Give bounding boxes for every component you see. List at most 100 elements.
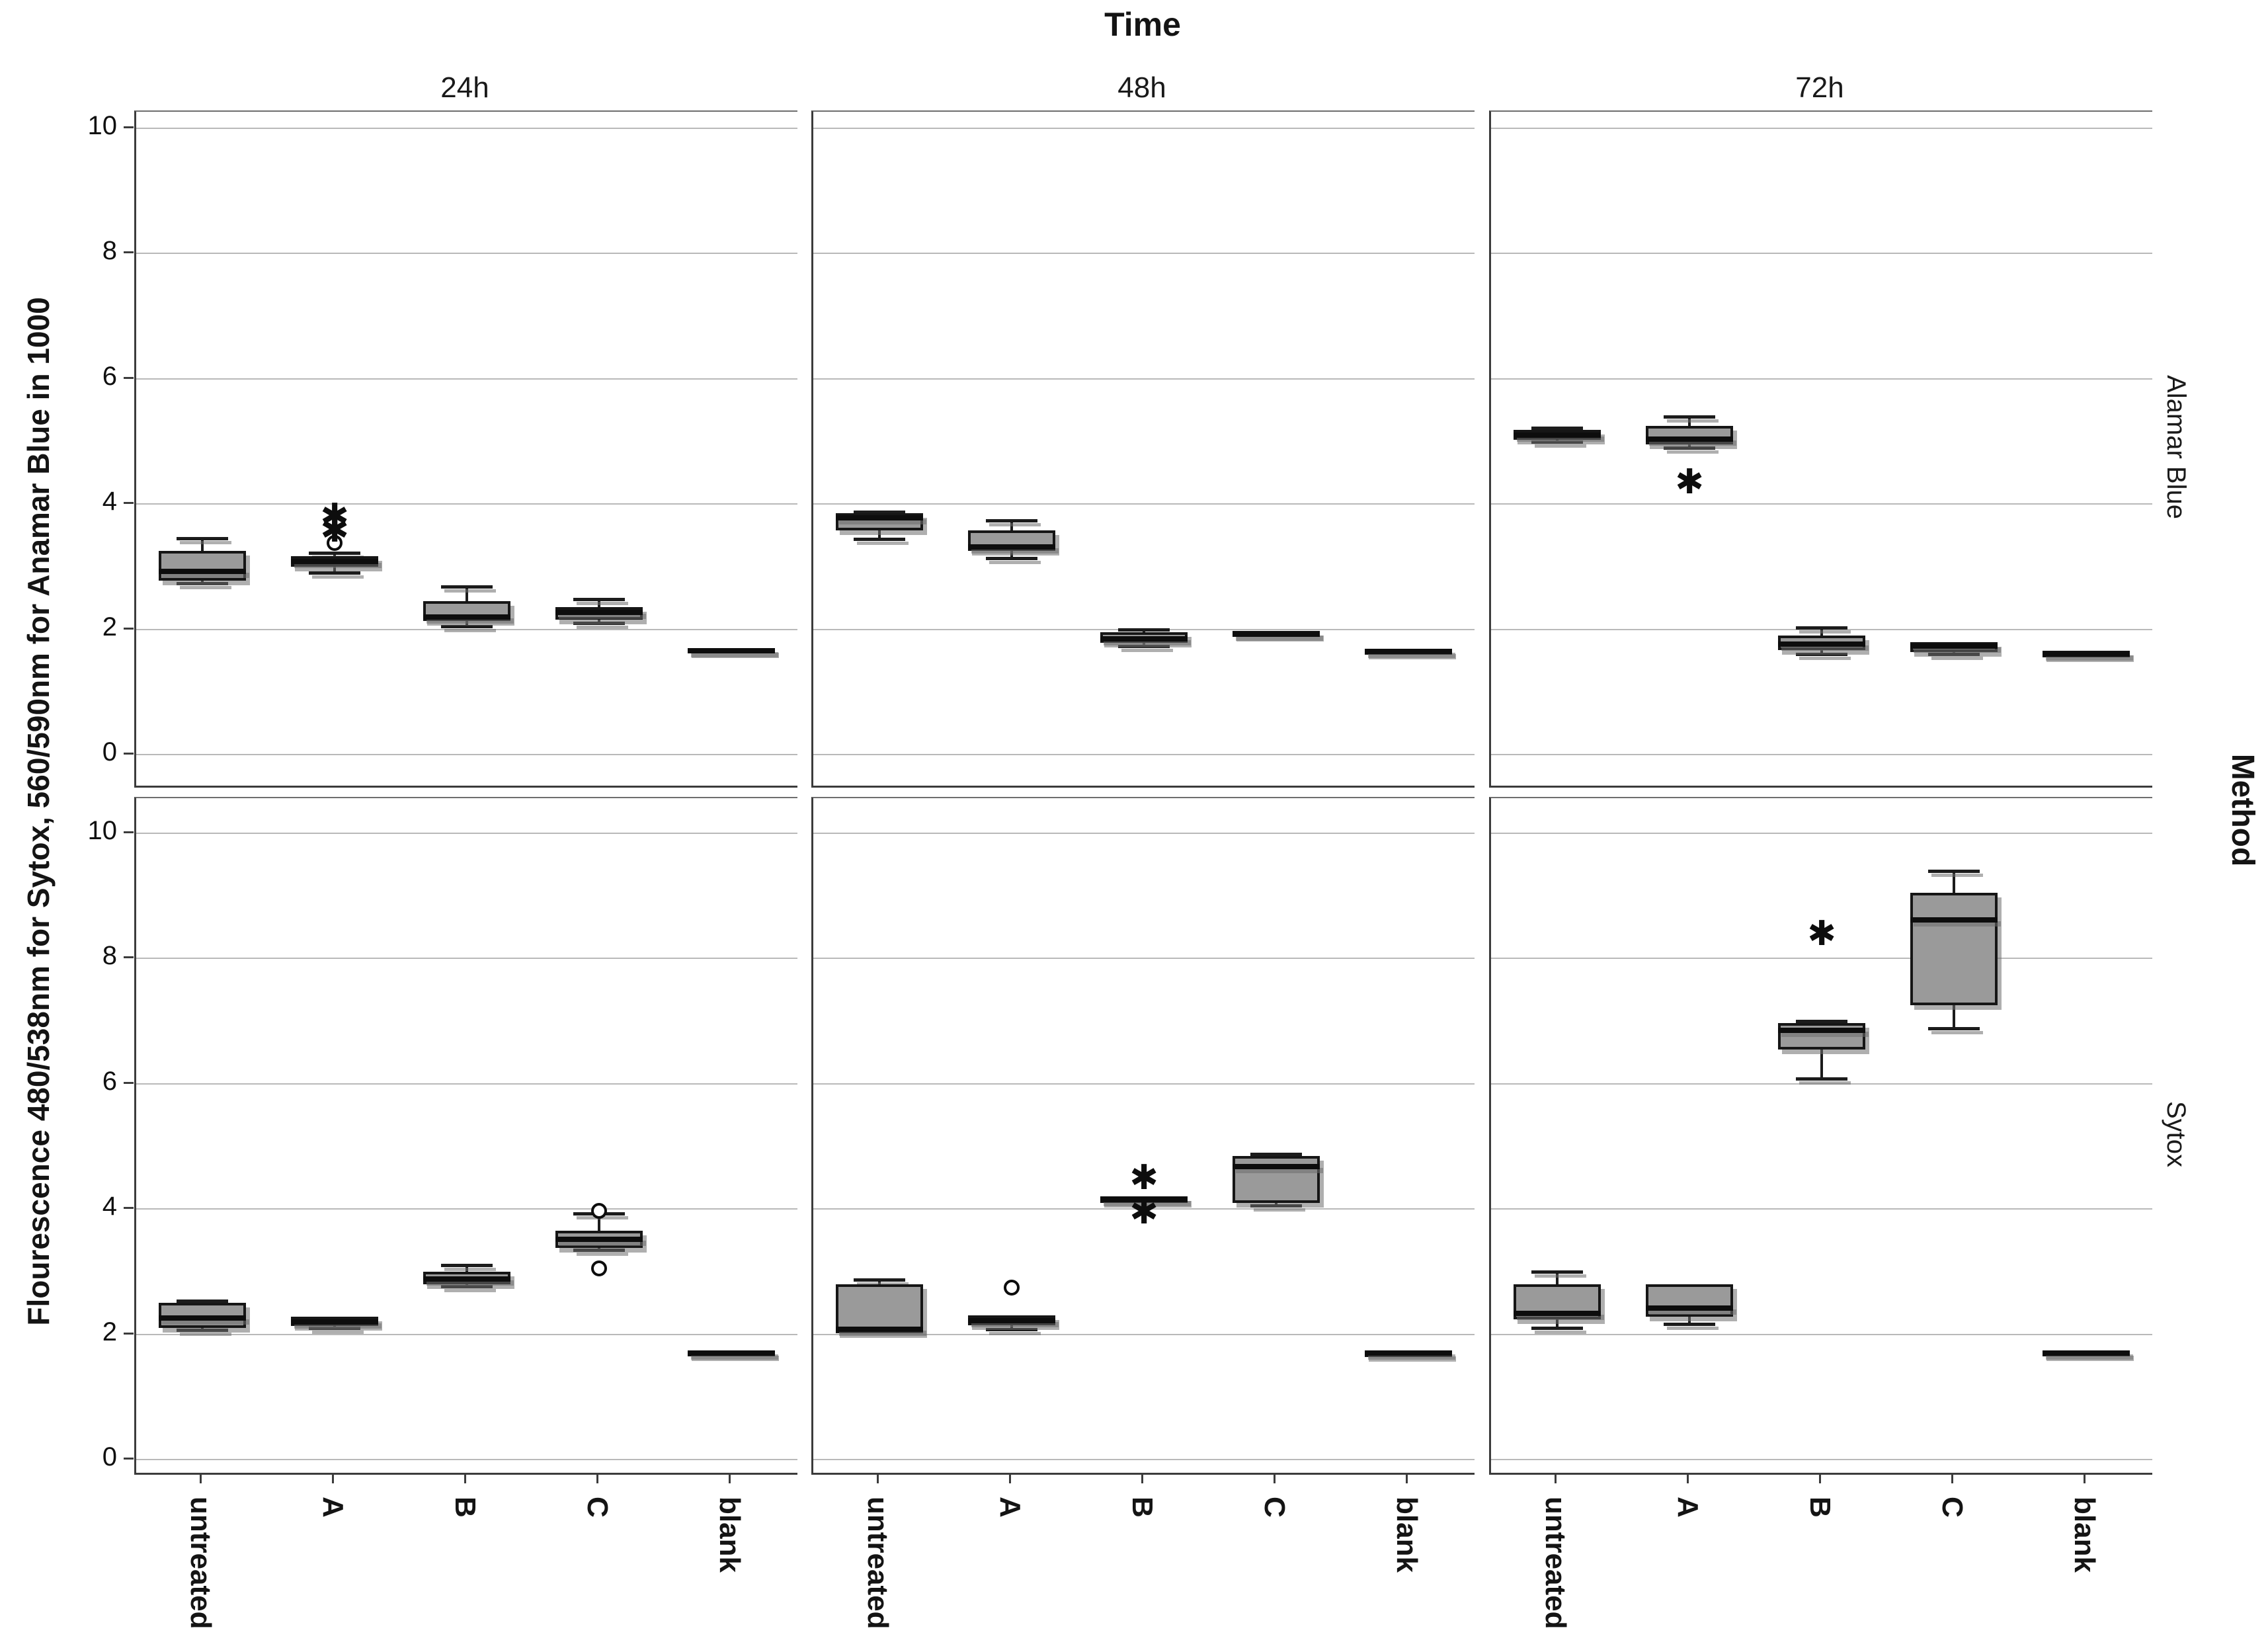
- median-line: [2043, 1350, 2130, 1356]
- x-tick-mark: [1274, 1473, 1276, 1483]
- x-category-label-blank: blank: [713, 1497, 746, 1573]
- whisker-cap: [1118, 628, 1170, 632]
- gridline: [136, 253, 797, 255]
- whisker-cap: [986, 518, 1037, 522]
- gridline: [1491, 503, 2152, 505]
- x-category-label-c: C: [1936, 1497, 1968, 1518]
- x-category-label-c: C: [581, 1497, 614, 1518]
- x-category-label-untreated: untreated: [184, 1497, 217, 1629]
- median-line: [159, 1315, 246, 1321]
- gridline: [813, 1083, 1475, 1085]
- median-line: [2043, 651, 2130, 657]
- whisker-cap: [1531, 426, 1583, 430]
- whisker-cap: [1531, 1270, 1583, 1274]
- median-line: [836, 515, 923, 521]
- median-line: [688, 647, 775, 653]
- y-tick-label: 0: [102, 737, 117, 766]
- method-outer-label: Method: [2225, 753, 2260, 867]
- whisker-cap: [1928, 1027, 1980, 1031]
- panel-48h-sytox: ✱ ✱: [811, 797, 1475, 1475]
- y-tick-mark: [124, 831, 134, 833]
- panel-72h-alamar-blue: ✱: [1489, 110, 2152, 788]
- whisker-cap: [177, 537, 228, 541]
- gridline: [1491, 378, 2152, 380]
- whisker-cap: [854, 1278, 905, 1282]
- median-line: [968, 544, 1055, 550]
- x-tick-mark: [1555, 1473, 1557, 1483]
- y-tick-mark: [124, 753, 134, 755]
- median-line: [1910, 643, 1998, 649]
- y-tick-mark: [124, 1332, 134, 1335]
- y-tick-label: 10: [87, 111, 118, 140]
- boxplot-box-c: [1910, 892, 1998, 1006]
- whisker-cap: [441, 585, 493, 589]
- x-category-label-b: B: [1126, 1497, 1158, 1518]
- x-category-label-b: B: [449, 1497, 481, 1518]
- y-tick-label: 8: [102, 236, 117, 266]
- gridline: [813, 1333, 1475, 1335]
- median-line: [423, 1276, 510, 1282]
- y-tick-label: 2: [102, 1317, 117, 1346]
- whisker-cap: [1928, 869, 1980, 873]
- median-line: [836, 1327, 923, 1333]
- y-tick-mark: [124, 1207, 134, 1210]
- whisker-cap: [573, 598, 625, 602]
- gridline: [136, 503, 797, 505]
- whisker-cap: [177, 582, 228, 586]
- x-category-label-a: A: [317, 1497, 349, 1518]
- x-category-label-blank: blank: [1391, 1497, 1423, 1573]
- boxplot-box-a: [1646, 425, 1733, 445]
- whisker: [598, 1213, 600, 1231]
- gridline: [136, 378, 797, 380]
- outlier-star-icon: ✱: [320, 497, 349, 536]
- median-line: [555, 1236, 643, 1242]
- whisker: [201, 580, 204, 584]
- gridline: [813, 378, 1475, 380]
- outlier-star-icon: ✱: [1807, 914, 1836, 953]
- whisker: [1275, 1202, 1277, 1206]
- gridline: [136, 128, 797, 129]
- whisker-cap: [177, 1328, 228, 1332]
- whisker-cap: [309, 1327, 360, 1331]
- whisker-cap: [1796, 626, 1847, 630]
- median-line: [1778, 641, 1865, 647]
- gridline: [1491, 833, 2152, 834]
- x-category-label-a: A: [994, 1497, 1026, 1518]
- outlier-star-icon: ✱: [320, 511, 349, 550]
- whisker-cap: [1250, 1204, 1302, 1208]
- panel-48h-alamar-blue: [811, 110, 1475, 788]
- whisker: [466, 587, 468, 601]
- whisker-cap: [1664, 415, 1715, 419]
- x-tick-mark: [1819, 1473, 1821, 1483]
- gridline: [813, 253, 1475, 255]
- boxplot-box-untreated: [836, 1284, 923, 1333]
- whisker: [1010, 1325, 1013, 1329]
- x-tick-mark: [1951, 1473, 1953, 1483]
- row-header-sytox: Sytox: [2162, 1100, 2191, 1168]
- whisker: [466, 621, 468, 626]
- median-line: [1646, 436, 1733, 442]
- y-tick-label: 4: [102, 487, 117, 516]
- whisker: [878, 1280, 881, 1284]
- whisker-cap: [986, 1328, 1037, 1332]
- chart-title: Time: [1104, 6, 1181, 43]
- x-category-label-blank: blank: [2068, 1497, 2101, 1573]
- y-tick-label: 6: [102, 361, 117, 391]
- whisker: [878, 530, 881, 540]
- median-line: [1514, 433, 1601, 438]
- gridline: [1491, 128, 2152, 129]
- median-line: [159, 568, 246, 574]
- y-tick-label: 8: [102, 941, 117, 971]
- whisker-cap: [1250, 1152, 1302, 1156]
- column-header-24h: 24h: [440, 71, 489, 104]
- gridline: [813, 958, 1475, 960]
- whisker-cap: [1796, 1020, 1847, 1024]
- gridline: [1491, 1083, 2152, 1085]
- whisker: [1010, 520, 1013, 530]
- y-tick-label: 4: [102, 1192, 117, 1221]
- y-tick-mark: [124, 627, 134, 630]
- gridline: [136, 1459, 797, 1460]
- whisker-cap: [986, 556, 1037, 560]
- gridline: [136, 1208, 797, 1210]
